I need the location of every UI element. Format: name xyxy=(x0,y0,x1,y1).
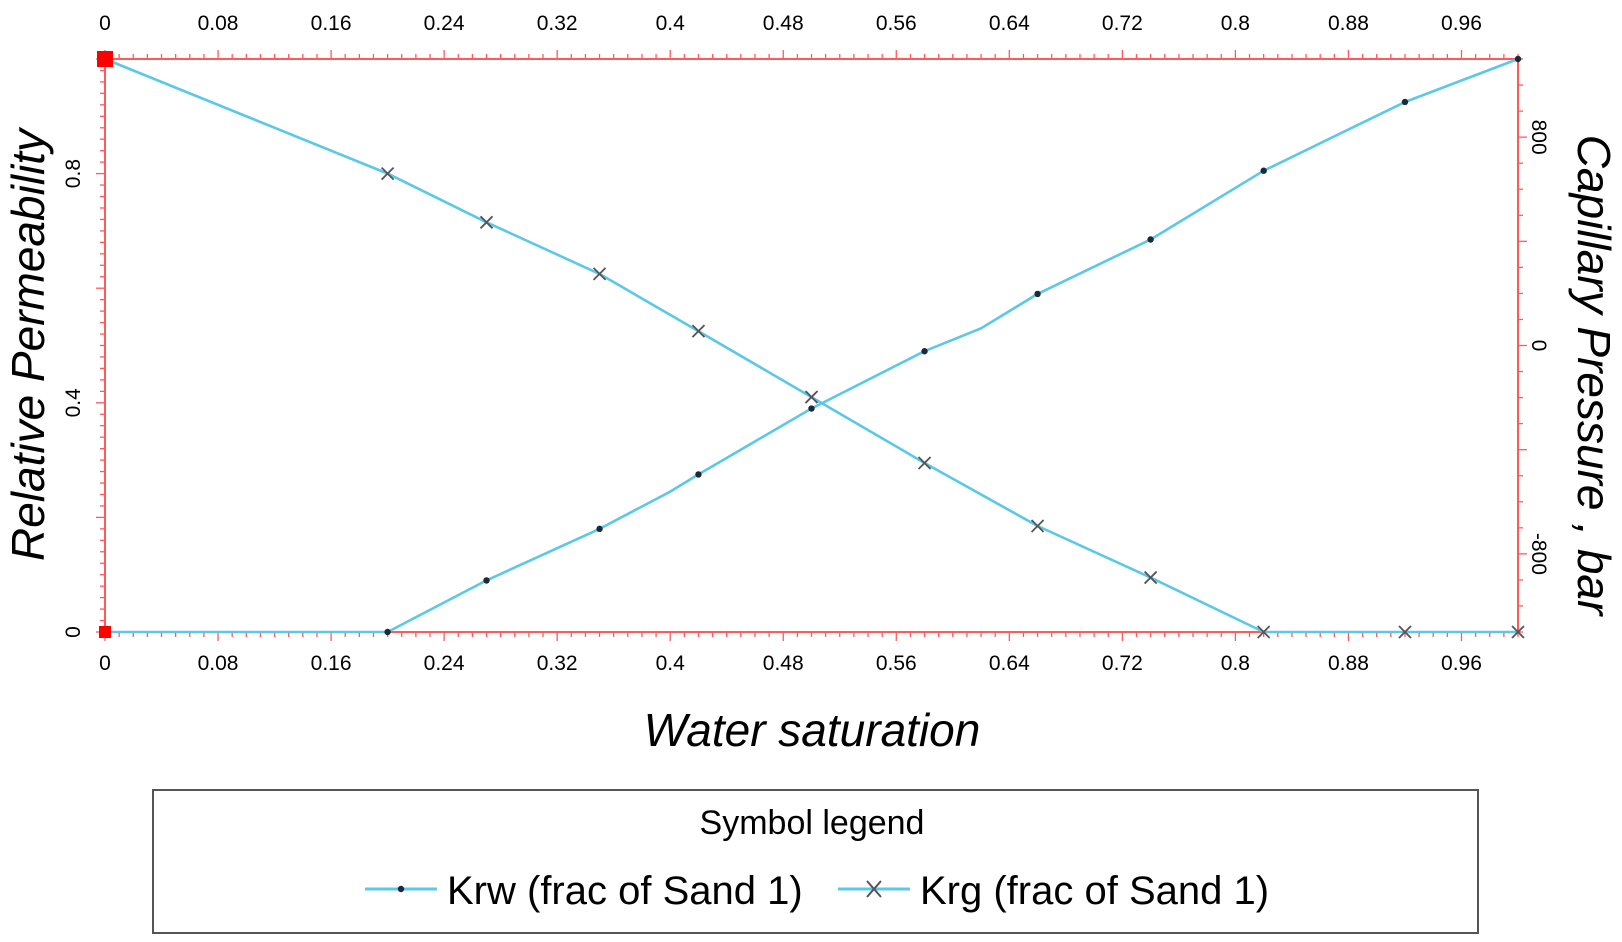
series-layer xyxy=(104,55,1525,639)
krw-point xyxy=(1401,98,1409,106)
y-tick-label-left: 0.4 xyxy=(62,388,85,418)
krw-point xyxy=(808,405,815,412)
origin-markers xyxy=(97,51,113,638)
x-tick-label-top: 0.4 xyxy=(656,12,686,35)
plot-frame xyxy=(104,58,1519,633)
x-tick-label-top: 0.48 xyxy=(763,12,804,35)
krw-point xyxy=(483,577,490,584)
legend: Symbol legend Krw (frac of Sand 1) Krg (… xyxy=(152,789,1479,934)
x-tick-label-top: 0.32 xyxy=(537,12,578,35)
krg-point xyxy=(1143,570,1158,585)
krw-point xyxy=(1147,236,1154,243)
legend-title: Symbol legend xyxy=(700,804,925,842)
x-tick-label-bottom: 0.72 xyxy=(1102,652,1143,675)
x-tick-label-top: 0.88 xyxy=(1328,12,1369,35)
y-axis-left: 0 0.4 0.8 xyxy=(62,58,105,638)
x-axis-title: Water saturation xyxy=(644,704,981,756)
x-tick-label-bottom: 0.4 xyxy=(656,652,686,675)
x-tick-label-top: 0 xyxy=(99,12,111,35)
y-axis-title: Relative Permeability xyxy=(2,126,54,561)
series-line-krw xyxy=(105,57,1519,634)
krw-point xyxy=(596,525,603,533)
y2-tick-label-right: -800 xyxy=(1527,533,1550,575)
legend-box xyxy=(152,789,1479,934)
krg-point xyxy=(804,390,819,404)
x-tick-label-bottom: 0.32 xyxy=(537,652,578,675)
x-tick-label-top: 0.16 xyxy=(311,12,352,35)
x-tick-label-bottom: 0.64 xyxy=(989,652,1030,675)
y2-axis-title: Capillary Pressure , bar xyxy=(1568,135,1620,617)
legend-item-krw: Krw (frac of Sand 1) xyxy=(365,869,803,913)
krw-point xyxy=(695,471,702,478)
krw-point xyxy=(1034,290,1041,298)
x-tick-label-bottom: 0.16 xyxy=(311,652,352,675)
krg-point xyxy=(592,267,607,281)
x-tick-label-top: 0.96 xyxy=(1441,12,1482,35)
krg-start-marker xyxy=(97,51,113,67)
x-tick-label-top: 0.8 xyxy=(1221,12,1250,35)
x-tick-label-bottom: 0.88 xyxy=(1328,652,1369,675)
krg-point xyxy=(917,456,932,470)
krw-point xyxy=(921,348,928,355)
x-tick-label-top: 0.56 xyxy=(876,12,917,35)
krg-point xyxy=(380,166,395,181)
legend-item-krg: Krg (frac of Sand 1) xyxy=(838,869,1269,913)
legend-krw-label: Krw (frac of Sand 1) xyxy=(447,869,803,913)
krg-point xyxy=(691,324,706,338)
krg-point xyxy=(1398,625,1412,639)
y-tick-label-left: 0 xyxy=(62,626,85,638)
x-axis-top: 0 0.08 0.16 0.24 0.32 0.4 0.48 0.56 0.64 0.72 0.8 0… xyxy=(99,12,1519,59)
x-tick-label-top: 0.64 xyxy=(989,12,1030,35)
x-tick-label-top: 0.08 xyxy=(198,12,239,35)
x-tick-label-bottom: 0.48 xyxy=(763,652,804,675)
y2-tick-label-right: 0 xyxy=(1527,340,1550,352)
krg-point xyxy=(1257,625,1271,639)
x-tick-label-bottom: 0.24 xyxy=(424,652,465,675)
krw-point xyxy=(1260,167,1267,174)
krw-start-marker xyxy=(99,626,111,638)
series-line-krg xyxy=(104,57,1518,634)
krg-point xyxy=(479,215,494,229)
krw-point xyxy=(1514,55,1522,63)
krw-point xyxy=(384,628,391,636)
y-tick-label-left: 0.8 xyxy=(62,159,85,188)
x-tick-label-bottom: 0 xyxy=(99,652,111,675)
x-axis-bottom: 0 0.08 0.16 0.24 0.32 0.4 0.48 0.56 0.64 0.72 0.8 0… xyxy=(99,632,1519,675)
x-tick-label-bottom: 0.56 xyxy=(876,652,917,675)
legend-krg-label: Krg (frac of Sand 1) xyxy=(920,869,1269,913)
y2-tick-label-right: 800 xyxy=(1527,120,1550,155)
krg-point xyxy=(1511,625,1525,639)
x-tick-label-top: 0.24 xyxy=(424,12,465,35)
x-tick-label-bottom: 0.96 xyxy=(1441,652,1482,675)
x-tick-label-bottom: 0.08 xyxy=(198,652,239,675)
x-tick-label-top: 0.72 xyxy=(1102,12,1143,35)
legend-krg-x xyxy=(866,880,882,898)
x-tick-label-bottom: 0.8 xyxy=(1221,652,1250,675)
legend-krw-dot xyxy=(397,885,405,893)
y-axis-right: 800 0 -800 xyxy=(1518,58,1550,633)
krg-point xyxy=(1030,519,1045,533)
